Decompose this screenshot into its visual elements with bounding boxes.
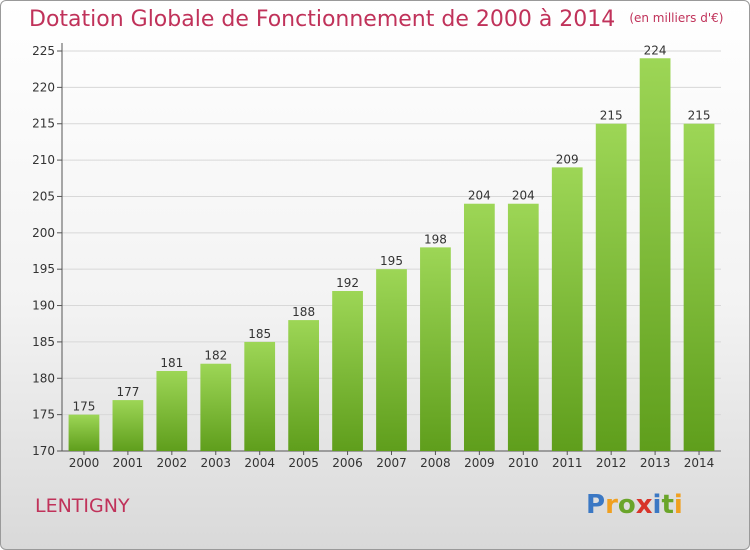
- logo-letter: t: [661, 490, 674, 520]
- logo-letter: i: [673, 490, 683, 520]
- data-label: 185: [248, 327, 271, 341]
- bar: [288, 320, 320, 451]
- bar: [68, 414, 100, 451]
- y-tick-label: 220: [32, 80, 55, 94]
- bar: [420, 247, 451, 451]
- x-tick-label: 2004: [244, 456, 275, 470]
- data-label: 224: [644, 43, 667, 57]
- x-tick-label: 2002: [157, 456, 188, 470]
- y-tick-label: 180: [32, 371, 55, 385]
- logo-letter: i: [652, 490, 662, 520]
- x-tick-label: 2001: [113, 456, 144, 470]
- x-tick-label: 2003: [200, 456, 231, 470]
- bar: [200, 363, 232, 451]
- y-tick-label: 185: [32, 335, 55, 349]
- y-tick-label: 175: [32, 408, 55, 422]
- bar: [463, 203, 495, 451]
- data-label: 204: [512, 189, 535, 203]
- data-label: 177: [116, 385, 139, 399]
- bar: [507, 203, 539, 451]
- data-label: 215: [688, 109, 711, 123]
- bar: [551, 167, 583, 451]
- data-label: 192: [336, 276, 359, 290]
- y-tick-label: 200: [32, 226, 55, 240]
- y-tick-label: 205: [32, 189, 55, 203]
- x-tick-label: 2009: [464, 456, 495, 470]
- proxiti-logo: Proxiti: [586, 490, 683, 520]
- data-label: 181: [160, 356, 183, 370]
- y-tick-label: 190: [32, 299, 55, 313]
- x-tick-label: 2008: [420, 456, 451, 470]
- x-tick-label: 2013: [640, 456, 671, 470]
- labels: 170 175 180 185 190 195 200 205 210 215 220 225 175 2…: [32, 43, 714, 470]
- logo-letter: P: [586, 490, 606, 520]
- x-tick-label: 2011: [552, 456, 583, 470]
- logo-letter: r: [605, 490, 618, 520]
- logo-letter: x: [635, 490, 653, 520]
- y-tick-label: 225: [32, 44, 55, 58]
- chart-title: Dotation Globale de Fonctionnement de 20…: [29, 7, 723, 32]
- x-tick-label: 2000: [69, 456, 100, 470]
- bar: [376, 269, 407, 451]
- x-tick-label: 2010: [508, 456, 539, 470]
- logo-letter: o: [617, 490, 636, 520]
- bars: [68, 58, 715, 452]
- x-tick-label: 2006: [332, 456, 363, 470]
- data-label: 182: [204, 349, 227, 363]
- data-label: 195: [380, 254, 403, 268]
- x-tick-label: 2012: [596, 456, 627, 470]
- commune-name: LENTIGNY: [35, 495, 130, 517]
- x-tick-label: 2014: [684, 456, 715, 470]
- bar: [639, 58, 671, 451]
- chart-unit: (en milliers d'€): [629, 11, 724, 25]
- data-label: 198: [424, 232, 447, 246]
- bar: [244, 341, 276, 451]
- data-label: 209: [556, 152, 579, 166]
- data-label: 215: [600, 109, 623, 123]
- data-label: 188: [292, 305, 315, 319]
- bar: [112, 400, 144, 451]
- y-tick-label: 210: [32, 153, 55, 167]
- y-tick-label: 215: [32, 117, 55, 131]
- y-tick-label: 195: [32, 262, 55, 276]
- chart-title-text: Dotation Globale de Fonctionnement de 20…: [29, 7, 616, 32]
- bar: [332, 291, 363, 451]
- x-tick-label: 2007: [376, 456, 407, 470]
- bar: [156, 371, 188, 451]
- x-tick-label: 2005: [288, 456, 319, 470]
- y-tick-label: 170: [32, 444, 55, 458]
- bar: [683, 123, 715, 452]
- data-label: 175: [73, 400, 96, 414]
- data-label: 204: [468, 189, 491, 203]
- bar: [595, 123, 627, 452]
